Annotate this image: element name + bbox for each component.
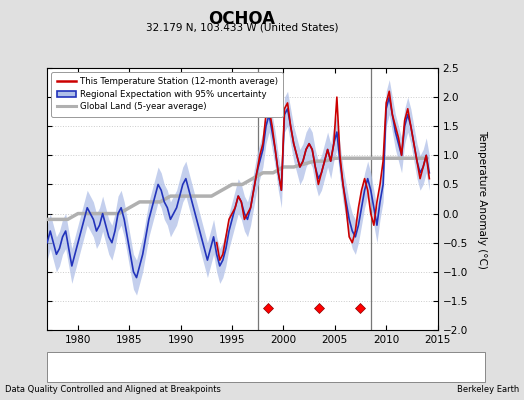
Text: Record Gap: Record Gap [168, 363, 218, 372]
Text: ■: ■ [378, 362, 387, 373]
Text: Time of Obs. Change: Time of Obs. Change [257, 363, 347, 372]
Text: ▼: ▼ [247, 362, 256, 373]
Text: Station Move: Station Move [63, 363, 119, 372]
Text: Data Quality Controlled and Aligned at Breakpoints: Data Quality Controlled and Aligned at B… [5, 385, 221, 394]
Legend: This Temperature Station (12-month average), Regional Expectation with 95% uncer: This Temperature Station (12-month avera… [51, 72, 283, 116]
Text: ♦: ♦ [52, 362, 63, 373]
Text: Berkeley Earth: Berkeley Earth [456, 385, 519, 394]
Text: Empirical Break: Empirical Break [388, 363, 455, 372]
Text: OCHOA: OCHOA [209, 10, 276, 28]
Text: ▲: ▲ [158, 362, 167, 373]
Text: 32.179 N, 103.433 W (United States): 32.179 N, 103.433 W (United States) [146, 22, 339, 32]
Y-axis label: Temperature Anomaly (°C): Temperature Anomaly (°C) [477, 130, 487, 268]
